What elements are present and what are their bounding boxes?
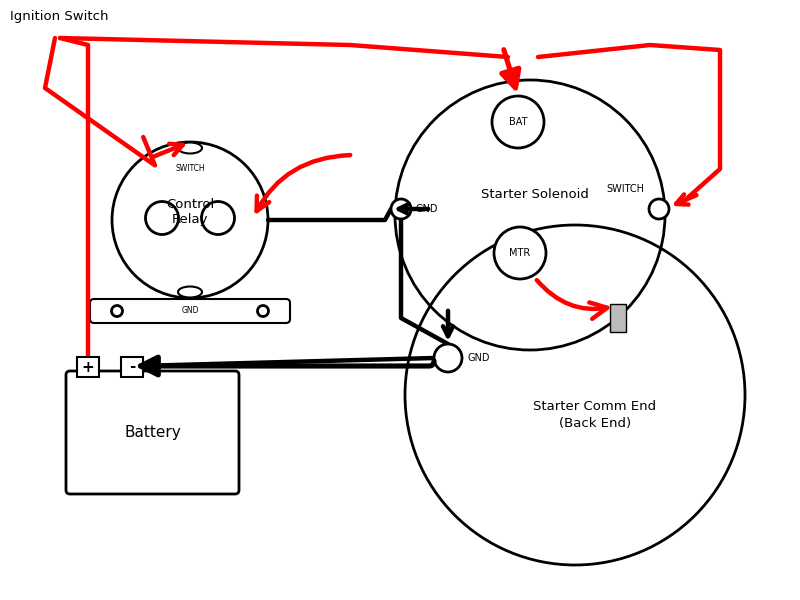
- Text: Battery: Battery: [124, 425, 181, 440]
- Text: Starter Comm End
(Back End): Starter Comm End (Back End): [534, 400, 657, 431]
- Text: SWITCH: SWITCH: [175, 164, 205, 173]
- FancyBboxPatch shape: [121, 357, 143, 377]
- Text: GND: GND: [467, 353, 490, 363]
- FancyBboxPatch shape: [610, 304, 626, 332]
- Circle shape: [434, 344, 462, 372]
- Ellipse shape: [178, 142, 202, 154]
- Text: BAT: BAT: [509, 117, 527, 127]
- FancyBboxPatch shape: [77, 357, 99, 377]
- Text: Ignition Switch: Ignition Switch: [10, 10, 109, 23]
- Text: -: -: [129, 359, 135, 374]
- Text: SWITCH: SWITCH: [606, 184, 644, 194]
- Text: Control
Relay: Control Relay: [166, 198, 214, 226]
- Text: MTR: MTR: [510, 248, 530, 258]
- Circle shape: [494, 227, 546, 279]
- FancyBboxPatch shape: [66, 371, 239, 494]
- Circle shape: [391, 199, 411, 219]
- Ellipse shape: [178, 287, 202, 298]
- Text: +: +: [82, 359, 94, 374]
- Text: GND: GND: [416, 204, 438, 214]
- Text: GND: GND: [182, 306, 198, 315]
- Text: Starter Solenoid: Starter Solenoid: [481, 188, 589, 202]
- Circle shape: [492, 96, 544, 148]
- Circle shape: [649, 199, 669, 219]
